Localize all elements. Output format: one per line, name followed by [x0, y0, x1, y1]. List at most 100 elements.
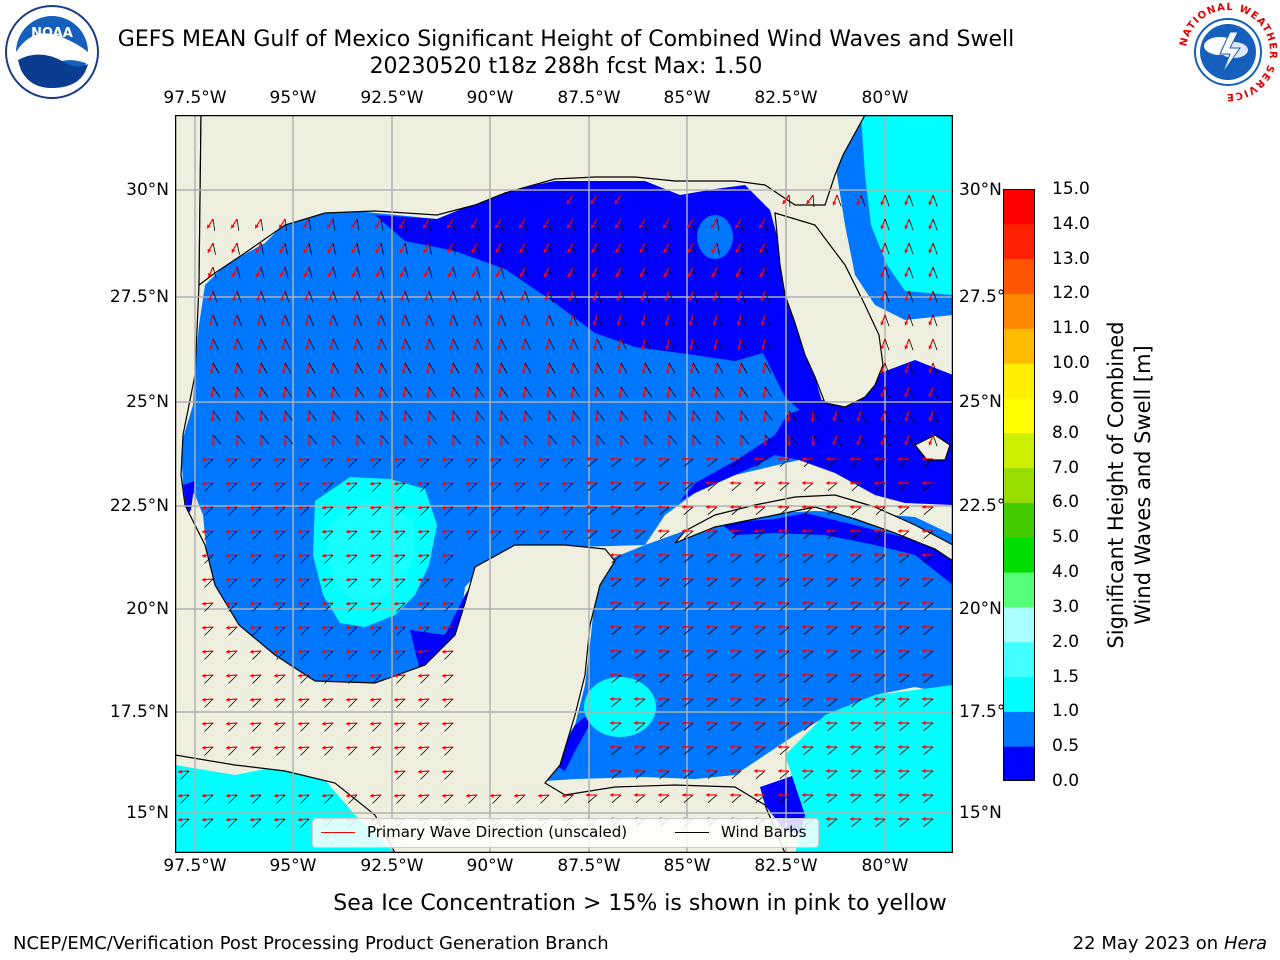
- wind-barb: [884, 362, 890, 375]
- wind-barb: [644, 338, 651, 350]
- wave-arrow: [928, 266, 938, 279]
- wind-barb: [932, 338, 938, 351]
- wind-barb: [428, 218, 432, 231]
- wind-barb: [284, 410, 293, 421]
- wave-arrow: [682, 768, 694, 780]
- wind-barb: [635, 626, 646, 636]
- wave-arrow: [378, 410, 389, 423]
- wind-barb: [827, 698, 838, 708]
- wave-arrow: [520, 290, 530, 303]
- wind-barb: [524, 314, 531, 327]
- wind-barb: [516, 458, 526, 468]
- wind-barb: [923, 602, 934, 612]
- wind-barb: [500, 338, 507, 350]
- wind-barb: [716, 338, 723, 350]
- wind-barb: [428, 434, 438, 445]
- wind-barb: [851, 770, 862, 780]
- wave-arrow: [874, 792, 886, 804]
- wave-arrow: [874, 744, 886, 756]
- wind-barb: [380, 338, 387, 350]
- wave-arrow: [662, 218, 672, 231]
- wave-arrow: [570, 386, 581, 399]
- wave-arrow: [850, 648, 862, 660]
- wind-barb: [324, 506, 334, 516]
- wave-arrow: [393, 649, 406, 660]
- wave-arrow: [898, 600, 910, 612]
- wind-barb: [740, 362, 748, 374]
- wind-barb: [476, 410, 485, 421]
- colorbar-tick-label: 0.0: [1052, 771, 1080, 791]
- wind-barb: [372, 626, 382, 636]
- wind-barb: [452, 362, 460, 374]
- wave-arrow: [426, 410, 437, 423]
- wave-arrow: [688, 314, 699, 327]
- wave-arrow: [880, 410, 890, 423]
- chart-subtitle: 20230520 t18z 288h fcst Max: 1.50: [369, 54, 763, 79]
- wave-arrow: [225, 457, 238, 468]
- wave-arrow: [369, 793, 382, 804]
- wind-barb: [276, 602, 286, 612]
- wave-arrow: [201, 673, 214, 684]
- wave-arrow: [369, 673, 382, 684]
- wave-arrow: [401, 338, 411, 350]
- lon-tick-label-bottom: 90°W: [466, 856, 514, 876]
- wave-arrow: [734, 218, 744, 231]
- wave-arrow: [663, 266, 673, 279]
- wind-barb: [932, 290, 938, 303]
- wind-barb: [420, 482, 430, 492]
- wind-barb: [404, 434, 414, 445]
- wave-arrow: [206, 218, 216, 231]
- wind-barb: [779, 554, 790, 564]
- wave-arrow: [233, 362, 244, 374]
- wind-barb: [252, 722, 262, 732]
- wave-arrow: [682, 456, 694, 468]
- wave-arrow: [393, 625, 406, 636]
- wave-arrow: [850, 720, 862, 732]
- wind-barb: [380, 314, 387, 327]
- wind-barb: [635, 506, 646, 516]
- wind-barb: [659, 626, 670, 636]
- wind-barb: [396, 602, 406, 612]
- wind-barb: [659, 698, 670, 708]
- wave-arrow: [826, 672, 838, 684]
- wave-arrow: [898, 480, 910, 492]
- wind-barb: [476, 218, 480, 231]
- wind-barb: [212, 314, 219, 327]
- wind-barb: [884, 314, 890, 327]
- wind-barb: [212, 386, 221, 398]
- wind-barb: [476, 362, 484, 374]
- wind-barb: [548, 410, 557, 421]
- wind-barb: [500, 266, 505, 279]
- colorbar-tick-label: 7.0: [1052, 457, 1080, 478]
- wind-barb: [252, 650, 262, 660]
- wave-arrow: [880, 290, 890, 303]
- wind-barb: [692, 266, 697, 279]
- wave-arrow: [874, 480, 886, 492]
- wind-barb: [635, 554, 646, 564]
- wave-arrow: [880, 338, 890, 351]
- wind-barb: [420, 698, 430, 708]
- wave-arrow: [393, 721, 406, 732]
- wind-barb: [827, 506, 838, 516]
- wave-arrow: [826, 696, 838, 708]
- wind-barb: [923, 770, 934, 780]
- wave-arrow: [297, 625, 310, 636]
- wave-arrow: [544, 290, 554, 303]
- wave-arrow: [321, 481, 334, 492]
- wind-barb: [468, 482, 478, 492]
- wind-barb: [524, 338, 531, 350]
- wind-barb: [276, 626, 286, 636]
- lon-tick-label-bottom: 80°W: [861, 856, 909, 876]
- wind-barb: [668, 386, 677, 398]
- wind-barb: [884, 242, 890, 255]
- wind-barb: [572, 386, 581, 398]
- wind-barb: [851, 554, 862, 564]
- wave-arrow: [832, 194, 842, 207]
- wave-arrow: [806, 194, 815, 207]
- lat-tick-label-left: 25°N: [126, 392, 169, 412]
- wave-arrow: [283, 434, 294, 447]
- wind-barb: [300, 722, 310, 732]
- wind-barb: [875, 482, 886, 492]
- wind-barb: [348, 602, 358, 612]
- wind-barb: [572, 266, 577, 279]
